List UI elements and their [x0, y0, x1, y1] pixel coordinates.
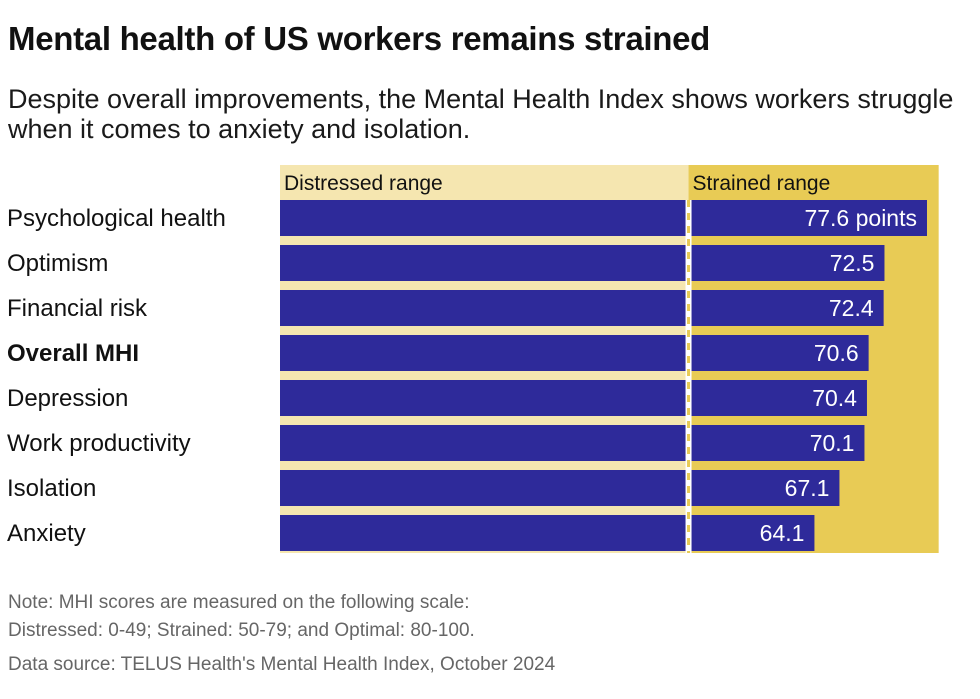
bar-optimism [280, 245, 885, 281]
note-line-1: Note: MHI scores are measured on the fol… [8, 592, 470, 613]
value-label-optimism: 72.5 [830, 250, 875, 276]
range-label-distressed: Distressed range [284, 172, 443, 195]
threshold-gap [685, 200, 692, 553]
bar-anxiety [280, 515, 815, 551]
value-label-isolation: 67.1 [785, 475, 830, 501]
category-label-isolation: Isolation [7, 475, 96, 502]
category-label-anxiety: Anxiety [7, 520, 86, 547]
bar-overall-mhi [280, 335, 869, 371]
category-label-psychological-health: Psychological health [7, 205, 226, 232]
range-label-strained: Strained range [693, 172, 831, 195]
value-label-financial-risk: 72.4 [829, 295, 874, 321]
bar-depression [280, 380, 867, 416]
category-label-financial-risk: Financial risk [7, 295, 148, 322]
category-label-overall-mhi: Overall MHI [7, 340, 139, 367]
category-label-depression: Depression [7, 385, 128, 412]
note-line-2: Distressed: 0-49; Strained: 50-79; and O… [8, 620, 475, 641]
bar-isolation [280, 470, 840, 506]
chart-title: Mental health of US workers remains stra… [8, 20, 711, 57]
data-source: Data source: TELUS Health's Mental Healt… [8, 654, 556, 675]
value-label-depression: 70.4 [812, 385, 857, 411]
bar-financial-risk [280, 290, 884, 326]
value-label-psychological-health: 77.6 points [804, 205, 917, 231]
bar-psychological-health [280, 200, 927, 236]
category-label-optimism: Optimism [7, 250, 108, 277]
value-label-anxiety: 64.1 [760, 520, 805, 546]
bar-work-productivity [280, 425, 865, 461]
category-label-work-productivity: Work productivity [7, 430, 191, 457]
chart-subtitle: Despite overall improvements, the Mental… [8, 84, 954, 144]
bar-chart: Distressed range Strained range Psychologi… [7, 165, 939, 553]
value-label-overall-mhi: 70.6 [814, 340, 859, 366]
value-label-work-productivity: 70.1 [810, 430, 855, 456]
